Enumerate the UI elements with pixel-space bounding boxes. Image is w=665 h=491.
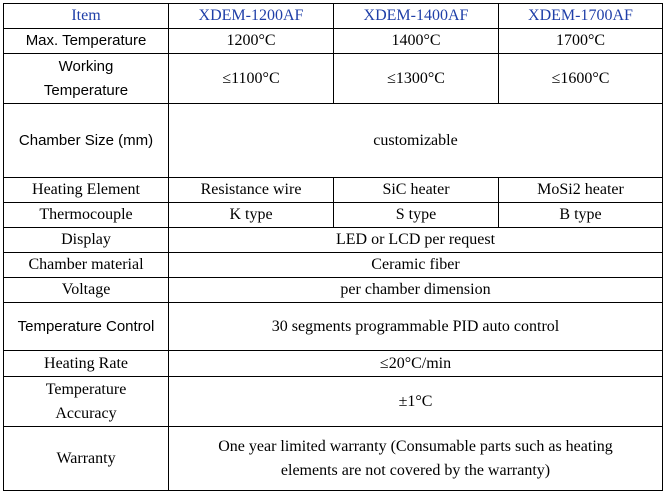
value-max-temp-1200: 1200°C (168, 28, 334, 54)
value-temperature-accuracy: ±1°C (168, 376, 663, 427)
value-heating-rate: ≤20°C/min (168, 350, 663, 377)
label-display: Display (3, 227, 169, 253)
value-voltage: per chamber dimension (168, 277, 663, 303)
header-model-1200: XDEM-1200AF (168, 3, 334, 29)
value-temperature-control: 30 segments programmable PID auto contro… (168, 302, 663, 351)
label-temperature-accuracy-line1: Temperature (45, 380, 127, 398)
label-chamber-size: Chamber Size (mm) (3, 103, 169, 178)
label-warranty: Warranty (3, 426, 169, 491)
value-thermocouple-1700: B type (498, 202, 663, 228)
value-heating-element-1700: MoSi2 heater (498, 177, 663, 203)
row-max-temperature: Max. Temperature 1200°C 1400°C 1700°C (3, 28, 663, 54)
value-working-temp-1200: ≤1100°C (168, 53, 334, 104)
row-chamber-size: Chamber Size (mm) customizable (3, 103, 663, 178)
row-temperature-accuracy: Temperature Accuracy ±1°C (3, 376, 663, 427)
row-chamber-material: Chamber material Ceramic fiber (3, 252, 663, 278)
label-heating-rate: Heating Rate (3, 350, 169, 377)
label-thermocouple: Thermocouple (3, 202, 169, 228)
value-warranty: One year limited warranty (Consumable pa… (168, 426, 663, 491)
specification-table: Item XDEM-1200AF XDEM-1400AF XDEM-1700AF… (3, 3, 663, 491)
value-chamber-size: customizable (168, 103, 663, 178)
spec-sheet: Item XDEM-1200AF XDEM-1400AF XDEM-1700AF… (3, 3, 663, 491)
value-heating-element-1200: Resistance wire (168, 177, 334, 203)
row-thermocouple: Thermocouple K type S type B type (3, 202, 663, 228)
value-display: LED or LCD per request (168, 227, 663, 253)
label-temperature-control: Temperature Control (3, 302, 169, 351)
label-max-temperature: Max. Temperature (3, 28, 169, 54)
value-thermocouple-1200: K type (168, 202, 334, 228)
label-voltage: Voltage (3, 277, 169, 303)
row-voltage: Voltage per chamber dimension (3, 277, 663, 303)
value-max-temp-1700: 1700°C (498, 28, 663, 54)
value-chamber-material: Ceramic fiber (168, 252, 663, 278)
label-chamber-material: Chamber material (3, 252, 169, 278)
value-warranty-line2: elements are not covered by the warranty… (280, 461, 551, 479)
value-thermocouple-1400: S type (333, 202, 499, 228)
value-max-temp-1400: 1400°C (333, 28, 499, 54)
header-model-1400: XDEM-1400AF (333, 3, 499, 29)
row-display: Display LED or LCD per request (3, 227, 663, 253)
header-model-1700: XDEM-1700AF (498, 3, 663, 29)
value-working-temp-1700: ≤1600°C (498, 53, 663, 104)
value-working-temp-1400: ≤1300°C (333, 53, 499, 104)
header-row: Item XDEM-1200AF XDEM-1400AF XDEM-1700AF (3, 3, 663, 29)
value-warranty-line1: One year limited warranty (Consumable pa… (218, 437, 613, 455)
row-warranty: Warranty One year limited warranty (Cons… (3, 426, 663, 491)
header-item: Item (3, 3, 169, 29)
row-heating-element: Heating Element Resistance wire SiC heat… (3, 177, 663, 203)
row-temperature-control: Temperature Control 30 segments programm… (3, 302, 663, 351)
label-working-temperature: Working Temperature (3, 53, 169, 104)
row-heating-rate: Heating Rate ≤20°C/min (3, 350, 663, 377)
label-temperature-accuracy-line2: Accuracy (55, 404, 117, 422)
label-working-temperature-line1: Working (58, 57, 114, 75)
value-heating-element-1400: SiC heater (333, 177, 499, 203)
row-working-temperature: Working Temperature ≤1100°C ≤1300°C ≤160… (3, 53, 663, 104)
label-heating-element: Heating Element (3, 177, 169, 203)
label-working-temperature-line2: Temperature (43, 81, 129, 99)
label-temperature-accuracy: Temperature Accuracy (3, 376, 169, 427)
